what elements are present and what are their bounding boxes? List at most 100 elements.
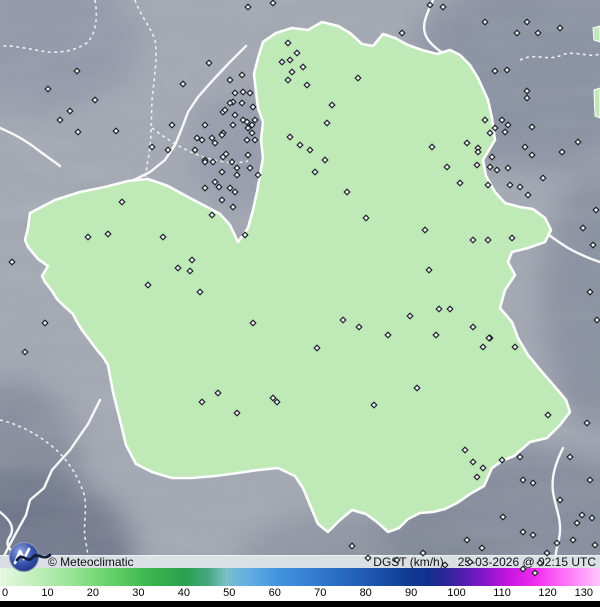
station-marker[interactable] — [229, 203, 237, 211]
station-marker[interactable] — [461, 446, 469, 454]
station-marker[interactable] — [328, 101, 336, 109]
station-marker[interactable] — [174, 264, 182, 272]
station-marker[interactable] — [566, 453, 574, 461]
station-marker[interactable] — [205, 59, 213, 67]
station-marker[interactable] — [488, 153, 496, 161]
station-marker[interactable] — [296, 141, 304, 149]
station-marker[interactable] — [499, 513, 507, 521]
station-marker[interactable] — [486, 163, 494, 171]
station-marker[interactable] — [248, 121, 256, 129]
station-marker[interactable] — [486, 129, 494, 137]
station-marker[interactable] — [493, 166, 501, 174]
station-marker[interactable] — [231, 111, 239, 119]
station-marker[interactable] — [241, 231, 249, 239]
station-marker[interactable] — [419, 549, 427, 557]
station-marker[interactable] — [188, 256, 196, 264]
station-marker[interactable] — [218, 196, 226, 204]
station-marker[interactable] — [406, 312, 414, 320]
station-marker[interactable] — [211, 139, 219, 147]
station-marker[interactable] — [384, 331, 392, 339]
station-marker[interactable] — [246, 164, 254, 172]
station-marker[interactable] — [536, 559, 544, 567]
station-marker[interactable] — [73, 67, 81, 75]
station-marker[interactable] — [288, 68, 296, 76]
station-marker[interactable] — [311, 168, 319, 176]
station-marker[interactable] — [588, 514, 596, 522]
station-marker[interactable] — [214, 389, 222, 397]
station-marker[interactable] — [469, 236, 477, 244]
station-marker[interactable] — [233, 409, 241, 417]
station-marker[interactable] — [229, 121, 237, 129]
station-marker[interactable] — [246, 89, 254, 97]
station-marker[interactable] — [91, 96, 99, 104]
station-marker[interactable] — [44, 85, 52, 93]
station-marker[interactable] — [498, 456, 506, 464]
station-marker[interactable] — [249, 103, 257, 111]
station-marker[interactable] — [244, 124, 252, 132]
station-marker[interactable] — [323, 119, 331, 127]
station-marker[interactable] — [209, 158, 217, 166]
station-marker[interactable] — [208, 134, 216, 142]
station-marker[interactable] — [251, 116, 259, 124]
station-marker[interactable] — [286, 133, 294, 141]
station-marker[interactable] — [239, 88, 247, 96]
station-marker[interactable] — [593, 316, 600, 324]
station-marker[interactable] — [586, 288, 594, 296]
station-marker[interactable] — [516, 183, 524, 191]
station-marker[interactable] — [339, 316, 347, 324]
station-marker[interactable] — [393, 556, 401, 564]
station-marker[interactable] — [481, 18, 489, 26]
station-marker[interactable] — [421, 226, 429, 234]
station-marker[interactable] — [231, 188, 239, 196]
station-marker[interactable] — [543, 549, 551, 557]
station-marker[interactable] — [425, 266, 433, 274]
station-marker[interactable] — [273, 398, 281, 406]
station-marker[interactable] — [523, 87, 531, 95]
station-marker[interactable] — [244, 151, 252, 159]
station-marker[interactable] — [208, 211, 216, 219]
station-marker[interactable] — [221, 106, 229, 114]
station-marker[interactable] — [243, 118, 251, 126]
station-marker[interactable] — [441, 561, 449, 569]
station-marker[interactable] — [428, 143, 436, 151]
station-marker[interactable] — [254, 171, 262, 179]
station-marker[interactable] — [201, 184, 209, 192]
station-marker[interactable] — [41, 319, 49, 327]
station-marker[interactable] — [293, 49, 301, 57]
station-marker[interactable] — [348, 542, 356, 550]
station-marker[interactable] — [269, 394, 277, 402]
station-marker[interactable] — [112, 127, 120, 135]
station-marker[interactable] — [485, 334, 493, 342]
station-marker[interactable] — [519, 565, 527, 573]
station-marker[interactable] — [243, 136, 251, 144]
station-marker[interactable] — [503, 66, 511, 74]
station-marker[interactable] — [8, 258, 16, 266]
station-marker[interactable] — [231, 89, 239, 97]
station-marker[interactable] — [574, 138, 582, 146]
station-marker[interactable] — [321, 156, 329, 164]
station-marker[interactable] — [168, 121, 176, 129]
station-marker[interactable] — [491, 67, 499, 75]
station-marker[interactable] — [504, 164, 512, 172]
station-marker[interactable] — [508, 234, 516, 242]
station-marker[interactable] — [432, 331, 440, 339]
station-marker[interactable] — [443, 163, 451, 171]
station-marker[interactable] — [531, 569, 539, 577]
station-marker[interactable] — [354, 74, 362, 82]
station-marker[interactable] — [473, 161, 481, 169]
station-marker[interactable] — [343, 188, 351, 196]
station-marker[interactable] — [516, 453, 524, 461]
station-marker[interactable] — [104, 230, 112, 238]
station-marker[interactable] — [528, 123, 536, 131]
station-marker[interactable] — [528, 151, 536, 159]
station-marker[interactable] — [521, 143, 529, 151]
station-marker[interactable] — [513, 29, 521, 37]
station-marker[interactable] — [519, 528, 527, 536]
station-marker[interactable] — [523, 18, 531, 26]
station-marker[interactable] — [573, 519, 581, 527]
station-marker[interactable] — [592, 206, 600, 214]
station-marker[interactable] — [164, 146, 172, 154]
station-marker[interactable] — [21, 348, 29, 356]
station-marker[interactable] — [286, 56, 294, 64]
station-marker[interactable] — [578, 511, 586, 519]
